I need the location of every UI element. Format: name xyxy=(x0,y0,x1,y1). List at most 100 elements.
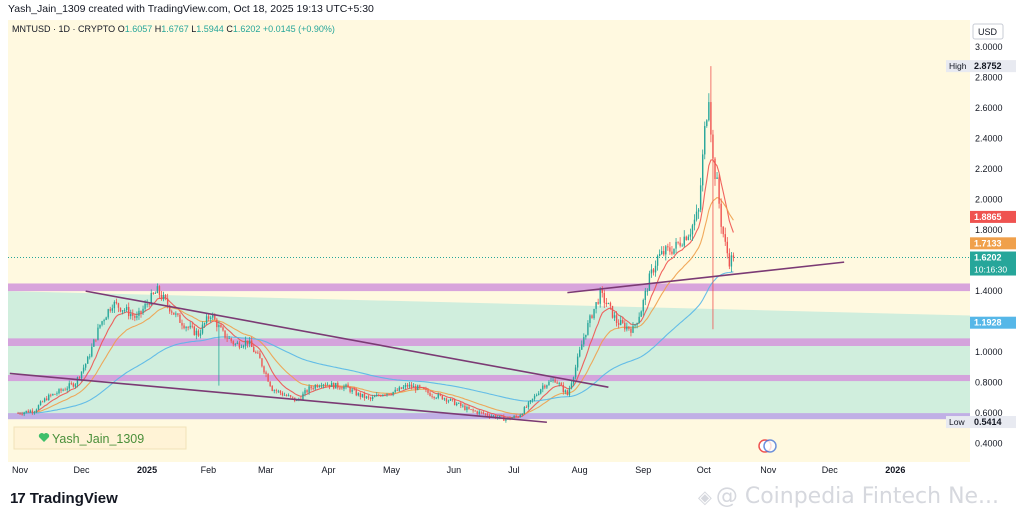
candle xyxy=(585,334,587,340)
trendline-channel-upper[interactable] xyxy=(85,290,609,388)
candle xyxy=(84,363,87,371)
candle xyxy=(46,395,48,401)
candle-body xyxy=(50,394,52,396)
candle-body xyxy=(378,394,380,396)
candle-body xyxy=(279,390,282,393)
candle-body xyxy=(661,251,663,255)
candle-body xyxy=(447,400,450,402)
candle-body xyxy=(671,251,673,254)
candle xyxy=(517,415,519,419)
candle xyxy=(179,312,181,324)
ema-slow-line xyxy=(17,271,734,414)
price-tag-low[interactable] xyxy=(970,416,1016,429)
candle-body xyxy=(160,294,163,300)
candle xyxy=(283,392,286,396)
candle xyxy=(175,311,177,318)
candle xyxy=(367,394,370,400)
price-tag-high[interactable] xyxy=(970,60,1016,73)
candle xyxy=(64,387,66,391)
candle xyxy=(335,382,337,389)
trendline-channel-lower[interactable] xyxy=(9,372,547,424)
candle xyxy=(632,322,634,334)
candle xyxy=(611,305,614,319)
candle xyxy=(50,393,52,398)
candle xyxy=(48,393,50,401)
candle-body xyxy=(732,255,735,258)
candle-body xyxy=(191,325,193,327)
candle xyxy=(466,405,468,413)
candle xyxy=(357,392,359,397)
candle xyxy=(267,372,269,382)
currency-button[interactable] xyxy=(972,23,1004,40)
candle xyxy=(87,355,89,364)
candle xyxy=(138,307,140,320)
price-chart[interactable]: 3.0000 2.8000 2.6000 2.4000 2.2000 2.0000 1.80… xyxy=(0,18,1024,478)
candle-body xyxy=(535,394,538,396)
candle-body xyxy=(123,309,126,311)
tradingview-logo[interactable]: 17 TradingView xyxy=(10,490,118,507)
candle xyxy=(56,391,58,396)
candle-body xyxy=(663,251,665,255)
candle xyxy=(626,322,628,332)
ohlc-legend[interactable]: MNTUSD · 1D · CRYPTO O1.6057 H1.6767 L1.… xyxy=(12,24,335,34)
candle-body xyxy=(544,385,546,388)
candle-body xyxy=(66,388,68,390)
candle-body xyxy=(220,324,222,328)
candle-body xyxy=(341,388,343,390)
candle xyxy=(43,397,46,403)
candle-body xyxy=(654,265,657,273)
candle xyxy=(710,66,712,143)
candle-body xyxy=(173,312,175,315)
candle xyxy=(273,389,275,394)
time-axis[interactable] xyxy=(8,462,970,478)
candle-body xyxy=(388,393,390,395)
candle-body xyxy=(322,384,325,386)
candle xyxy=(480,411,482,415)
candle xyxy=(259,350,261,359)
candle xyxy=(402,384,405,390)
candle-body xyxy=(177,313,179,315)
candle xyxy=(365,395,368,400)
trendline-breakout-support[interactable] xyxy=(567,261,845,294)
candle xyxy=(39,400,42,406)
candle-body xyxy=(470,409,472,411)
candle-body xyxy=(398,387,400,391)
candle-body xyxy=(704,126,706,155)
candle-body xyxy=(214,315,216,320)
candle-body xyxy=(302,393,304,400)
price-tag-last[interactable] xyxy=(970,251,1016,276)
candle-body xyxy=(328,384,331,387)
candle xyxy=(388,393,390,395)
zone-resistance-1.42[interactable] xyxy=(8,283,970,292)
candle-body xyxy=(593,308,595,319)
price-tag-ema-mid[interactable] xyxy=(970,237,1016,250)
candle xyxy=(216,317,218,332)
candle-body xyxy=(316,385,318,388)
zone-support-0.83[interactable] xyxy=(8,374,970,382)
candle-body xyxy=(238,342,241,348)
candle-body xyxy=(449,398,452,401)
event-marker-icon-2[interactable] xyxy=(763,439,777,453)
candle-body xyxy=(492,415,495,417)
candle xyxy=(25,410,27,414)
candle xyxy=(683,230,685,248)
price-tag-ema-slow[interactable] xyxy=(970,316,1016,329)
candle xyxy=(474,410,476,412)
candle xyxy=(68,380,70,392)
candle xyxy=(689,228,692,241)
candle xyxy=(220,322,222,328)
candle xyxy=(113,300,116,313)
candle xyxy=(665,245,667,261)
candle-body xyxy=(595,302,597,309)
candle xyxy=(162,291,165,302)
candle-body xyxy=(246,340,249,345)
candle-body xyxy=(39,401,42,406)
zone-support-1.06[interactable] xyxy=(8,338,970,346)
price-tag-ema-fast[interactable] xyxy=(970,210,1016,223)
candle xyxy=(636,322,638,329)
candle-body xyxy=(199,333,202,336)
candle-body xyxy=(587,322,589,335)
candle-body xyxy=(121,310,124,312)
candle-body xyxy=(185,327,187,329)
candle-body xyxy=(718,177,720,204)
